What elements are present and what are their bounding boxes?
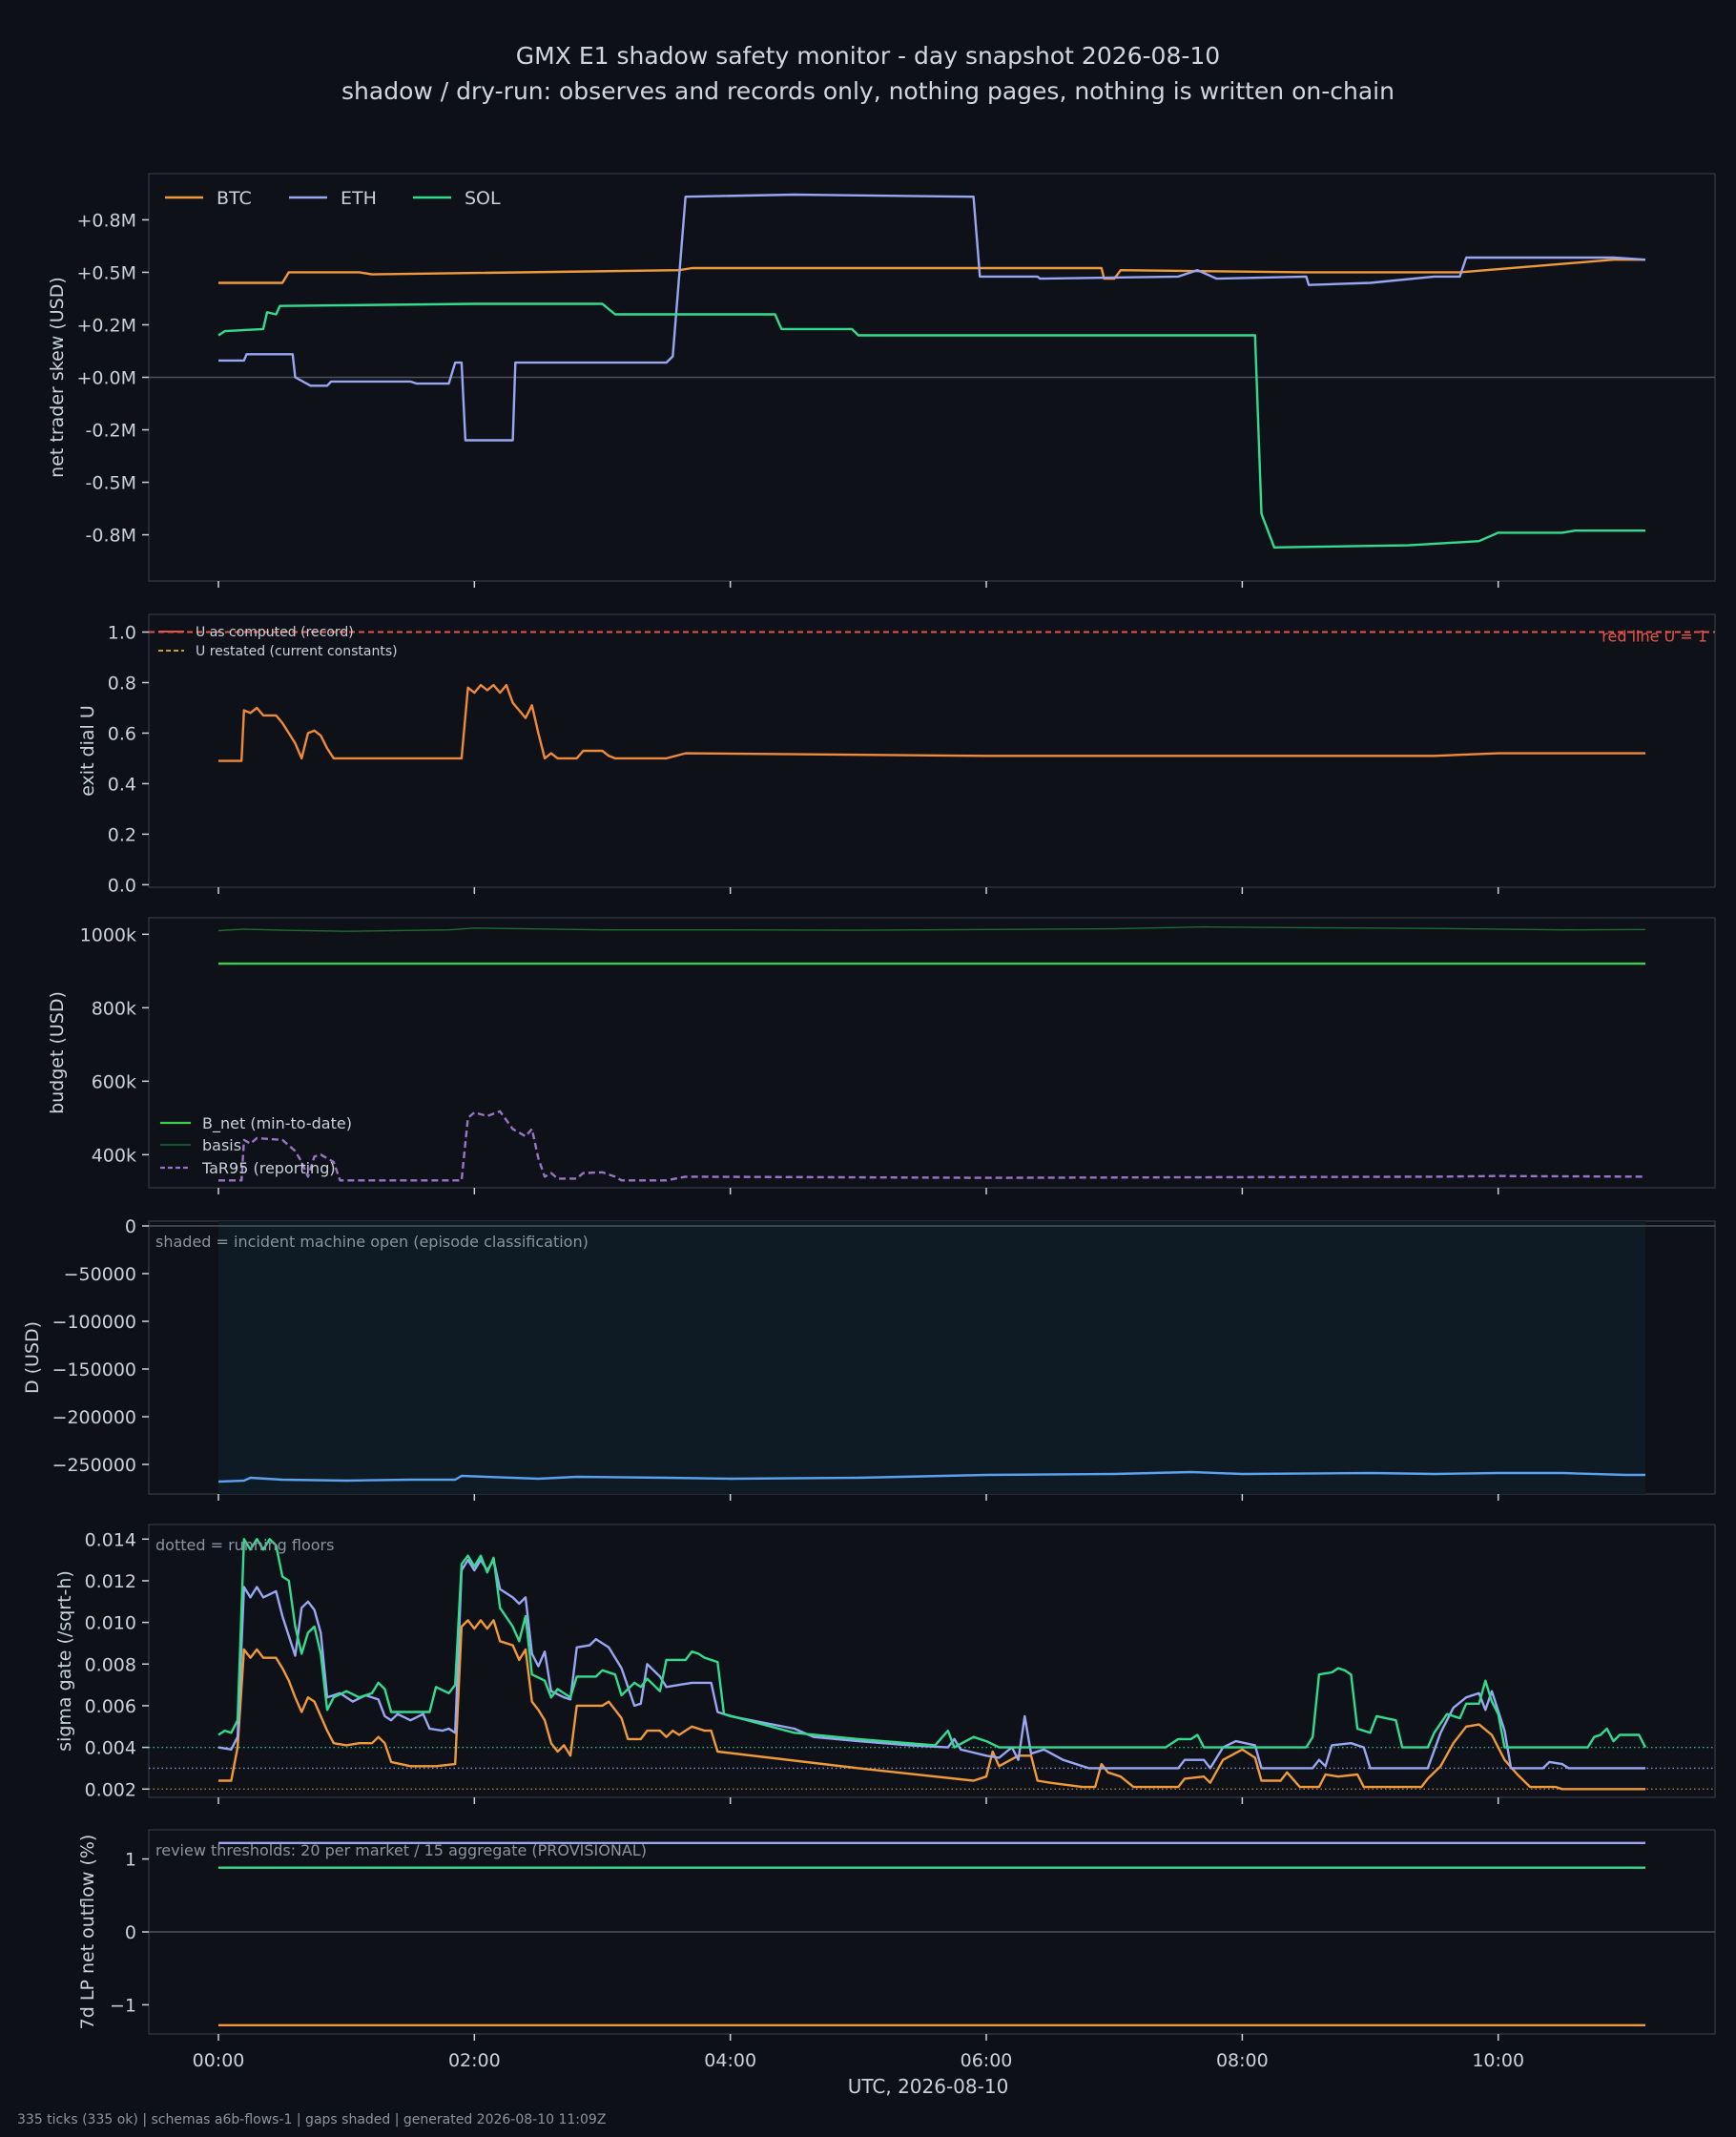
y-tick-label: 0 — [125, 1922, 136, 1943]
footer-status: 335 ticks (335 ok) | schemas a6b-flows-1… — [17, 2112, 607, 2127]
x-tick-label: 06:00 — [961, 2050, 1013, 2071]
y-tick-label: 0 — [125, 1216, 136, 1237]
series-line-sol — [217, 1538, 1647, 1749]
chart-title: GMX E1 shadow safety monitor - day snaps… — [515, 42, 1221, 70]
y-axis-label: budget (USD) — [47, 991, 68, 1114]
series-line-basis — [217, 925, 1646, 932]
y-tick-label: -0.5M — [86, 473, 136, 494]
y-tick-label: +0.8M — [76, 210, 136, 231]
panel-annotation: shaded = incident machine open (episode … — [155, 1233, 589, 1251]
x-tick-label: 08:00 — [1216, 2050, 1269, 2071]
panel-annotation: review thresholds: 20 per market / 15 ag… — [155, 1841, 647, 1859]
legend-label: TaR95 (reporting) — [201, 1159, 336, 1177]
legend-label: BTC — [217, 188, 252, 209]
y-tick-label: 1000k — [80, 924, 136, 945]
series-line-eth — [217, 1558, 1645, 1770]
y-tick-label: 400k — [92, 1145, 136, 1166]
y-tick-label: 0.0 — [108, 875, 136, 896]
y-tick-label: 0.012 — [85, 1571, 136, 1592]
legend-label: basis — [202, 1136, 241, 1154]
y-tick-label: 1.0 — [108, 623, 136, 644]
y-tick-label: −150000 — [52, 1359, 136, 1380]
series-line-btc — [218, 259, 1645, 284]
y-tick-label: −200000 — [52, 1407, 136, 1428]
panel-annotation: dotted = running floors — [155, 1536, 334, 1554]
y-tick-label: −250000 — [52, 1455, 136, 1476]
y-tick-label: 0.6 — [108, 723, 136, 744]
legend-label: U restated (current constants) — [196, 644, 398, 659]
y-tick-label: 0.006 — [85, 1696, 136, 1717]
x-tick-label: 04:00 — [704, 2050, 756, 2071]
y-axis-label: D (USD) — [22, 1321, 43, 1394]
y-tick-label: −100000 — [52, 1312, 136, 1333]
x-tick-label: 10:00 — [1472, 2050, 1524, 2071]
y-axis-label: net trader skew (USD) — [47, 277, 68, 478]
legend-label: SOL — [465, 188, 501, 209]
series-line-tar95-reporting — [218, 1110, 1646, 1182]
y-axis-label: exit dial U — [77, 705, 98, 797]
panel-frame — [148, 613, 1716, 888]
x-tick-label: 02:00 — [448, 2050, 501, 2071]
panel-3: 400k 600k 800k 1000k budget (USD) B_net (min-… — [47, 917, 1716, 1194]
y-tick-label: −50000 — [64, 1264, 136, 1285]
y-tick-label: 600k — [92, 1071, 136, 1092]
chart-subtitle: shadow / dry-run: observes and records o… — [341, 77, 1395, 105]
legend-label: B_net (min-to-date) — [202, 1114, 352, 1133]
panel-frame — [148, 917, 1716, 1189]
legend-label: U as computed (record) — [196, 625, 354, 640]
panel-5: 0.002 0.004 0.006 0.008 0.010 0.012 0.014 sigma… — [54, 1524, 1716, 1804]
y-tick-label: 1 — [125, 1850, 136, 1871]
x-axis-label: UTC, 2026-08-10 — [848, 2075, 1009, 2098]
series-line-sol — [217, 302, 1645, 549]
y-axis-label: sigma gate (/sqrt-h) — [54, 1570, 75, 1752]
y-tick-label: 0.002 — [85, 1779, 136, 1800]
panel-2: 0.0 0.2 0.4 0.6 0.8 1.0 exit dial U red line U … — [77, 613, 1716, 896]
y-tick-label: -0.2M — [86, 421, 136, 442]
series-line-btc — [218, 1619, 1645, 1791]
y-tick-label: 0.8 — [108, 674, 136, 695]
y-tick-label: −1 — [110, 1995, 136, 2016]
y-tick-label: 0.2 — [108, 824, 136, 845]
y-tick-label: 0.4 — [108, 774, 136, 795]
y-tick-label: 0.014 — [85, 1529, 136, 1550]
y-tick-label: -0.8M — [86, 526, 136, 547]
panel-1: -0.8M -0.5M -0.2M +0.0M +0.2M +0.5M +0.8M net t… — [47, 173, 1716, 588]
y-tick-label: 0.004 — [85, 1738, 136, 1759]
panel-6: −1 0 1 00:00 02:00 04:00 06:00 08:00 10:00 UTC, 2… — [77, 1829, 1716, 2098]
y-tick-label: 800k — [92, 998, 136, 1019]
y-axis-label: 7d LP net outflow (%) — [77, 1835, 98, 2030]
series-line-u-as-computed-record — [218, 683, 1645, 762]
redline-annotation: red line U = 1 — [1602, 628, 1707, 646]
panel-4: −250000 −200000 −150000 −100000 −50000 0 D (US… — [22, 1216, 1716, 1501]
panel-frame — [148, 1524, 1716, 1798]
y-tick-label: +0.5M — [76, 262, 136, 283]
series-line-eth — [218, 193, 1646, 442]
legend-label: ETH — [341, 188, 377, 209]
x-tick-label: 00:00 — [193, 2050, 245, 2071]
y-tick-label: +0.2M — [76, 315, 136, 336]
series-line-d — [217, 1470, 1645, 1483]
incident-shade — [218, 1221, 1645, 1494]
y-tick-label: +0.0M — [76, 368, 136, 389]
y-tick-label: 0.010 — [85, 1613, 136, 1634]
y-tick-label: 0.008 — [85, 1654, 136, 1675]
